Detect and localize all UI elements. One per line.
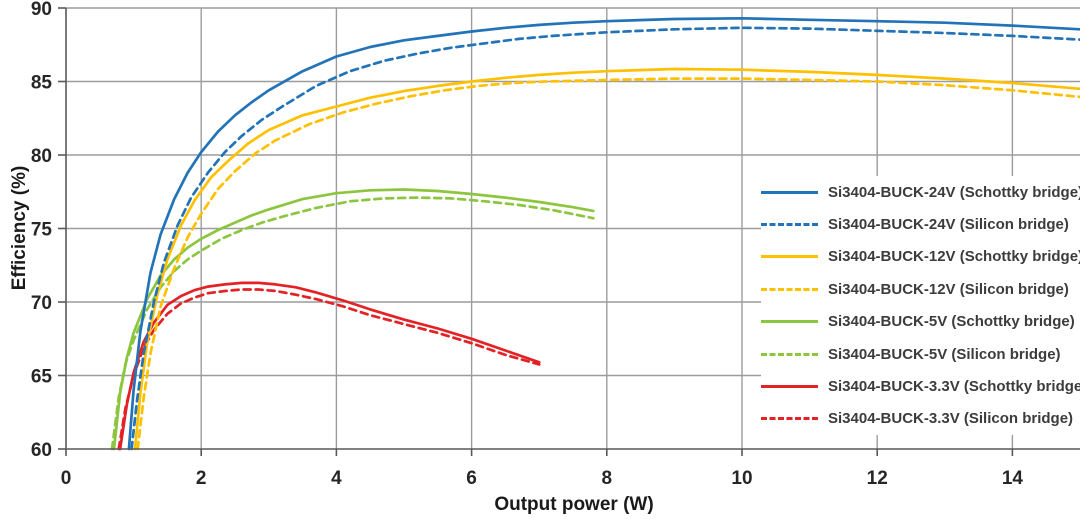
legend-item-12v-schottky: Si3404-BUCK-12V (Schottky bridge) xyxy=(761,241,1080,273)
legend-item-3.3v-silicon: Si3404-BUCK-3.3V (Silicon bridge) xyxy=(761,403,1080,435)
x-tick-label-14: 14 xyxy=(1002,468,1024,489)
y-tick-label-75: 75 xyxy=(31,220,53,241)
series-line-si3404-buck-12v-silicon xyxy=(136,77,1080,451)
legend-item-5v-silicon: Si3404-BUCK-5V (Silicon bridge) xyxy=(761,338,1080,370)
y-tick-label-85: 85 xyxy=(31,73,53,94)
legend-item-5v-schottky: Si3404-BUCK-5V (Schottky bridge) xyxy=(761,306,1080,338)
x-tick-label-0: 0 xyxy=(61,468,72,489)
y-tick-label-80: 80 xyxy=(31,146,52,167)
legend-line-sample-dashed-red xyxy=(761,417,818,421)
series-line-si3404-buck-3.3v-silicon xyxy=(117,288,541,451)
legend-line-sample-solid-red xyxy=(761,385,818,389)
series-line-si3404-buck-12v-schottky xyxy=(133,67,1080,451)
series-line-si3404-buck-5v-silicon xyxy=(110,196,595,451)
legend-label: Si3404-BUCK-5V (Schottky bridge) xyxy=(828,313,1075,331)
y-tick-label-60: 60 xyxy=(31,440,52,461)
series-line-si3404-buck-24v-schottky xyxy=(127,16,1080,451)
x-tick-label-4: 4 xyxy=(331,468,342,489)
x-tick-label-8: 8 xyxy=(602,468,613,489)
legend: Si3404-BUCK-24V (Schottky bridge) Si3404… xyxy=(761,176,1080,436)
legend-item-24v-silicon: Si3404-BUCK-24V (Silicon bridge) xyxy=(761,208,1080,240)
legend-label: Si3404-BUCK-3.3V (Schottky bridge) xyxy=(828,378,1080,396)
y-tick-label-90: 90 xyxy=(31,0,52,20)
series-line-si3404-buck-24v-silicon xyxy=(130,26,1080,451)
legend-line-sample-solid-green xyxy=(761,320,818,324)
x-axis-title: Output power (W) xyxy=(494,494,654,515)
legend-line-sample-solid-blue xyxy=(761,190,818,194)
series-line-si3404-buck-5v-schottky xyxy=(112,188,595,451)
x-tick-label-10: 10 xyxy=(731,468,752,489)
legend-item-12v-silicon: Si3404-BUCK-12V (Silicon bridge) xyxy=(761,273,1080,305)
legend-line-sample-dashed-blue xyxy=(761,223,818,227)
y-tick-label-70: 70 xyxy=(31,293,52,314)
legend-label: Si3404-BUCK-12V (Schottky bridge) xyxy=(828,248,1080,266)
x-tick-label-6: 6 xyxy=(466,468,477,489)
legend-label: Si3404-BUCK-12V (Silicon bridge) xyxy=(828,280,1069,298)
x-tick-label-12: 12 xyxy=(867,468,888,489)
y-axis-title: Efficiency (%) xyxy=(9,165,30,291)
legend-label: Si3404-BUCK-5V (Silicon bridge) xyxy=(828,345,1061,363)
legend-line-sample-solid-yellow xyxy=(761,255,818,259)
x-tick-label-2: 2 xyxy=(196,468,207,489)
legend-label: Si3404-BUCK-24V (Silicon bridge) xyxy=(828,216,1069,234)
legend-item-24v-schottky: Si3404-BUCK-24V (Schottky bridge) xyxy=(761,176,1080,208)
legend-line-sample-dashed-green xyxy=(761,352,818,356)
series-line-si3404-buck-3.3v-schottky xyxy=(118,281,541,451)
y-tick-label-65: 65 xyxy=(31,367,53,388)
legend-label: Si3404-BUCK-3.3V (Silicon bridge) xyxy=(828,410,1074,428)
legend-item-3.3v-schottky: Si3404-BUCK-3.3V (Schottky bridge) xyxy=(761,370,1080,402)
legend-label: Si3404-BUCK-24V (Schottky bridge) xyxy=(828,183,1080,201)
legend-line-sample-dashed-yellow xyxy=(761,287,818,291)
